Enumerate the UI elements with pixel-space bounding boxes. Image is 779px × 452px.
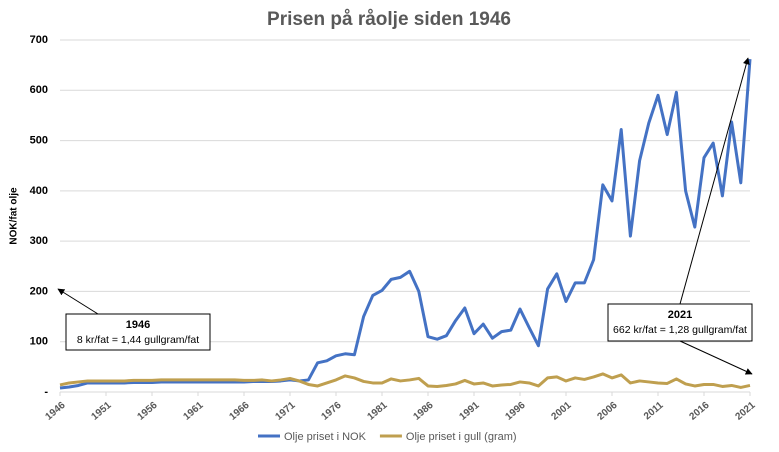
y-tick-label: 300: [30, 235, 48, 247]
arrow: [679, 340, 753, 375]
x-tick-label: 2001: [550, 400, 574, 423]
x-tick-label: 1951: [90, 400, 114, 423]
x-tick-label: 1981: [366, 400, 390, 423]
annotation-text: 662 kr/fat = 1,28 gullgram/fat: [613, 324, 747, 336]
x-tick-label: 1946: [44, 400, 68, 423]
y-axis-label: NOK/fat olje: [9, 187, 20, 245]
y-tick-label: 700: [30, 34, 48, 46]
x-tick-label: 2006: [596, 400, 620, 423]
x-tick-label: 1971: [274, 400, 298, 423]
x-tick-label: 2011: [642, 400, 666, 423]
arrow: [57, 288, 99, 315]
x-tick-label: 1956: [136, 400, 160, 423]
x-tick-label: 1996: [504, 400, 528, 423]
annotation-title: 2021: [668, 309, 692, 321]
x-tick-label: 1961: [182, 400, 206, 423]
legend-label: Olje priset i gull (gram): [406, 431, 517, 443]
chart-title: Prisen på råolje siden 1946: [267, 9, 511, 30]
annotation-title: 1946: [126, 319, 150, 331]
annotation-box: [65, 313, 211, 351]
y-tick-label: -: [44, 386, 48, 398]
y-tick-label: 400: [30, 185, 48, 197]
x-tick-label: 1966: [228, 400, 252, 423]
x-tick-label: 2021: [734, 400, 758, 423]
line-series: [59, 58, 752, 390]
y-tick-label: 500: [30, 134, 48, 146]
plot-area: [59, 39, 752, 396]
x-tick-label: 1991: [458, 400, 482, 423]
y-tick-label: 600: [30, 84, 48, 96]
x-tick-label: 2016: [688, 400, 712, 423]
line-series: [59, 372, 751, 389]
x-tick-label: 1986: [412, 400, 436, 423]
x-tick-label: 1976: [320, 400, 344, 423]
annotation-box: [607, 303, 753, 342]
legend-label: Olje priset i NOK: [284, 431, 367, 443]
y-tick-label: 100: [30, 336, 48, 348]
annotation-text: 8 kr/fat = 1,44 gullgram/fat: [77, 334, 199, 346]
y-tick-label: 200: [30, 285, 48, 297]
arrow: [679, 57, 750, 305]
